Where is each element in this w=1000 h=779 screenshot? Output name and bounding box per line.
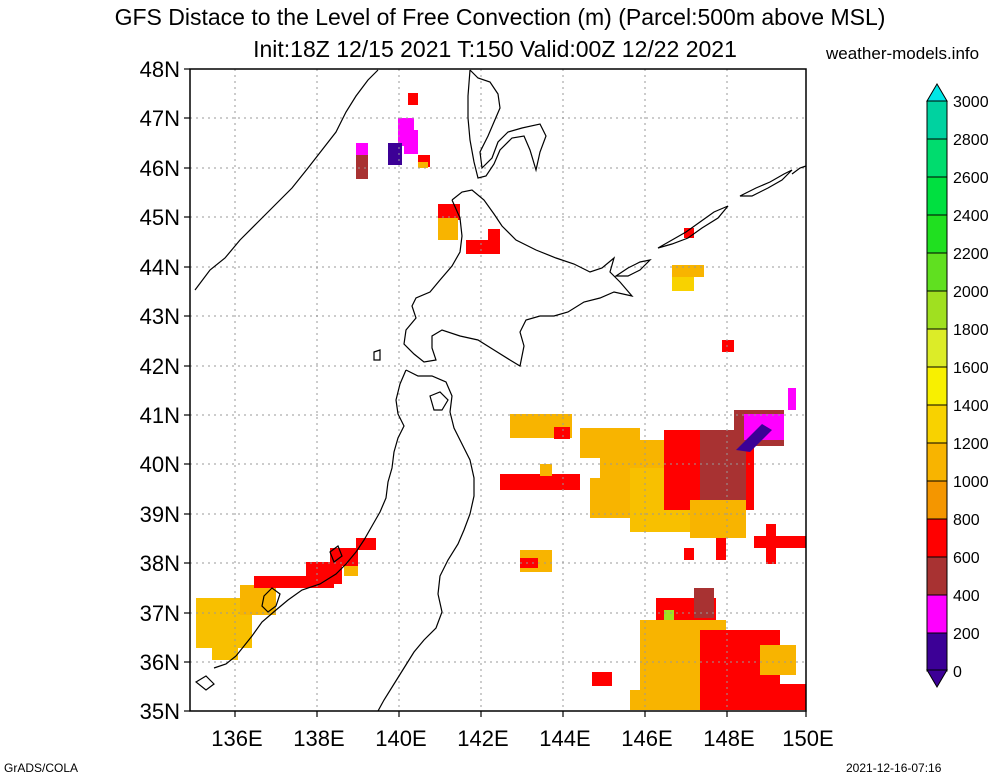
colorbar-swatch: [926, 442, 948, 482]
map-frame: [189, 68, 807, 712]
lon-label: 144E: [539, 726, 590, 751]
colorbar-label: 1400: [953, 398, 989, 415]
colorbar-label: 2600: [953, 170, 989, 187]
colorbar-label: 600: [953, 550, 980, 567]
colorbar-swatch: [926, 366, 948, 406]
lat-label: 40N: [140, 452, 180, 477]
colorbar-label: 800: [953, 512, 980, 529]
site-credit: weather-models.info: [826, 44, 980, 63]
colorbar-top-cap: [926, 83, 948, 102]
lon-label: 148E: [703, 726, 754, 751]
map-gridlines: [190, 69, 806, 711]
lon-label: 136E: [211, 726, 262, 751]
lat-label: 47N: [140, 106, 180, 131]
colorbar-swatch: [926, 556, 948, 596]
chart-title: GFS Distace to the Level of Free Convect…: [114, 4, 886, 30]
lat-label: 35N: [140, 699, 180, 724]
generation-timestamp: 2021-12-16-07:16: [846, 761, 942, 775]
colorbar-swatch: [926, 632, 948, 672]
lat-label: 36N: [140, 650, 180, 675]
lat-label: 38N: [140, 551, 180, 576]
colorbar-label: 0: [953, 664, 962, 681]
lat-label: 48N: [140, 57, 180, 82]
colorbar-label: 200: [953, 626, 980, 643]
colorbar-swatch: [926, 480, 948, 520]
lon-label: 142E: [457, 726, 508, 751]
colorbar-labels: 3000 2800 2600 2400 2200 2000 1800 1600 …: [953, 94, 989, 681]
colorbar-swatch: [926, 594, 948, 634]
lat-label: 46N: [140, 156, 180, 181]
colorbar-swatch: [926, 100, 948, 140]
colorbar-label: 1600: [953, 360, 989, 377]
lon-label: 140E: [375, 726, 426, 751]
lat-label: 43N: [140, 304, 180, 329]
colorbar-swatch: [926, 290, 948, 330]
colorbar-swatch: [926, 518, 948, 558]
lat-label: 39N: [140, 502, 180, 527]
colorbar-label: 2400: [953, 208, 989, 225]
software-credit: GrADS/COLA: [4, 761, 79, 775]
coastlines: [194, 69, 807, 712]
lat-label: 37N: [140, 601, 180, 626]
colorbar-label: 3000: [953, 94, 989, 111]
lon-label: 150E: [782, 726, 833, 751]
colorbar-swatch: [926, 328, 948, 368]
lon-label: 146E: [621, 726, 672, 751]
lat-label: 41N: [140, 403, 180, 428]
colorbar: 3000 2800 2600 2400 2200 2000 1800 1600 …: [926, 83, 989, 688]
lat-label: 45N: [140, 205, 180, 230]
colorbar-swatch: [926, 176, 948, 216]
lat-label: 44N: [140, 255, 180, 280]
lat-label: 42N: [140, 354, 180, 379]
longitude-labels: 136E 138E 140E 142E 144E 146E 148E 150E: [211, 726, 833, 751]
colorbar-label: 1800: [953, 322, 989, 339]
colorbar-swatch: [926, 214, 948, 254]
colorbar-label: 2200: [953, 246, 989, 263]
colorbar-label: 1000: [953, 474, 989, 491]
colorbar-label: 400: [953, 588, 980, 605]
colorbar-swatch: [926, 138, 948, 178]
colorbar-label: 2800: [953, 132, 989, 149]
colorbar-swatch: [926, 404, 948, 444]
latitude-labels: 48N 47N 46N 45N 44N 43N 42N 41N 40N 39N …: [140, 57, 180, 724]
lfc-shading: [196, 93, 806, 710]
colorbar-label: 2000: [953, 284, 989, 301]
lon-label: 138E: [293, 726, 344, 751]
colorbar-bottom-cap: [926, 669, 948, 688]
colorbar-label: 1200: [953, 436, 989, 453]
chart-subtitle: Init:18Z 12/15 2021 T:150 Valid:00Z 12/2…: [253, 36, 737, 62]
colorbar-swatch: [926, 252, 948, 292]
